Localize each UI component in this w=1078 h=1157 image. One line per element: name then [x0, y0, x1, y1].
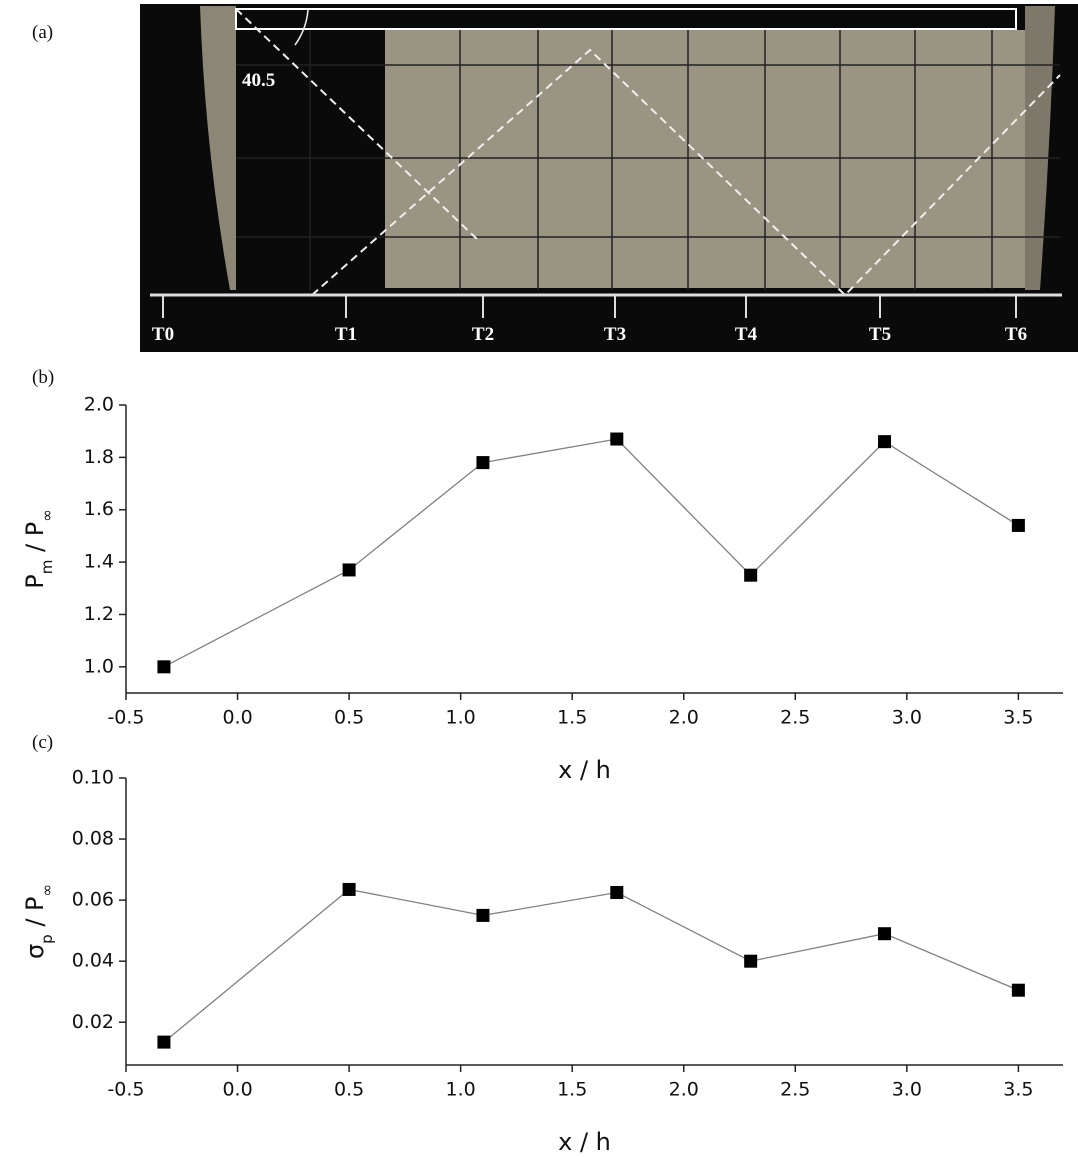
angle-label: 40.5 — [242, 70, 275, 91]
window-right — [1025, 6, 1055, 290]
model-outline — [235, 8, 1017, 30]
shock-line — [235, 8, 479, 241]
y-axis-label: Pm / P∞ — [21, 509, 56, 588]
y-axis-label: σp / P∞ — [21, 884, 56, 959]
x-axis-label: x / h — [558, 1128, 611, 1156]
data-point — [878, 435, 892, 449]
x-tick-label: 2.0 — [669, 707, 699, 729]
data-point — [1011, 518, 1025, 532]
x-tick-label: 1.0 — [446, 1079, 476, 1101]
y-tick-label: 0.08 — [72, 828, 114, 850]
data-point — [476, 908, 490, 922]
angle-arc — [294, 9, 309, 46]
panel-label: (c) — [32, 732, 53, 753]
tap-label: T6 — [1005, 324, 1027, 345]
y-label-subscript: ∞ — [38, 884, 56, 897]
y-tick-label: 1.8 — [84, 446, 114, 468]
x-tick-label: 3.5 — [1003, 707, 1033, 729]
data-point — [157, 1035, 171, 1049]
y-tick-label: 1.6 — [84, 498, 114, 520]
x-tick-label: 0.0 — [222, 1079, 252, 1101]
grid-overlay — [236, 30, 1060, 290]
panel-label: (b) — [32, 367, 54, 388]
data-point — [342, 882, 356, 896]
tap-label: T3 — [604, 324, 626, 345]
window-bright — [385, 30, 1025, 288]
tap-label: T5 — [869, 324, 891, 345]
tap-label: T1 — [335, 324, 357, 345]
x-tick-label: 3.0 — [892, 1079, 922, 1101]
data-point — [744, 954, 758, 968]
data-point — [878, 927, 892, 941]
panel-label: (a) — [32, 22, 53, 43]
tap-label: T0 — [152, 324, 174, 345]
y-tick-label: 0.04 — [72, 950, 114, 972]
data-point — [476, 456, 490, 470]
y-label-text: / P — [21, 896, 49, 934]
x-tick-label: 0.5 — [334, 1079, 364, 1101]
data-line — [163, 438, 1019, 668]
y-tick-label: 0.06 — [72, 889, 114, 911]
tap-label: T2 — [472, 324, 494, 345]
x-tick-label: 2.5 — [780, 1079, 810, 1101]
x-axis-label: x / h — [558, 756, 611, 784]
x-tick-label: 2.0 — [669, 1079, 699, 1101]
photo: 40.5 T0 T1 T2 T3 T4 T5 T6 — [140, 4, 1078, 352]
data-line — [163, 888, 1019, 1043]
x-tick-label: -0.5 — [107, 707, 144, 729]
y-tick-label: 1.4 — [84, 551, 114, 573]
y-label-text: P — [21, 574, 49, 588]
x-tick-label: -0.5 — [107, 1079, 144, 1101]
x-tick-label: 1.0 — [446, 707, 476, 729]
charts: 1.0 1.2 1.4 1.6 1.8 2.0 -0.5 0.0 0.5 1.0 1.5 2.0 2.5… — [21, 394, 1063, 1156]
y-tick-label: 0.02 — [72, 1011, 114, 1033]
y-tick-label: 1.0 — [84, 655, 114, 677]
x-tick-label: 0.0 — [222, 707, 252, 729]
reflected-shock — [311, 48, 1061, 297]
x-tick-label: 1.5 — [557, 707, 587, 729]
y-tick-label: 0.10 — [72, 767, 114, 789]
window-left — [200, 6, 236, 290]
y-label-text: / P — [21, 522, 49, 560]
tap-label: T4 — [735, 324, 758, 345]
chart: 1.0 1.2 1.4 1.6 1.8 2.0 -0.5 0.0 0.5 1.0 1.5 2.0 2.5… — [21, 394, 1063, 784]
data-point — [610, 432, 624, 446]
x-tick-label: 0.5 — [334, 707, 364, 729]
x-tick-label: 1.5 — [557, 1079, 587, 1101]
x-tick-label: 3.0 — [892, 707, 922, 729]
tap-group: T0 T1 T2 T3 T4 T5 T6 — [152, 295, 1027, 345]
data-point — [744, 568, 758, 582]
y-label-text: σ — [21, 944, 49, 959]
x-tick-label: 2.5 — [780, 707, 810, 729]
y-label-subscript: m — [38, 560, 56, 575]
y-label-subscript: p — [38, 934, 56, 944]
y-label-subscript: ∞ — [38, 509, 56, 522]
x-tick-label: 3.5 — [1003, 1079, 1033, 1101]
data-point — [1011, 983, 1025, 997]
y-tick-label: 2.0 — [84, 394, 114, 416]
chart: 0.02 0.04 0.06 0.08 0.10 -0.5 0.0 0.5 1.0 1.5 2.0 2… — [21, 767, 1063, 1156]
data-point — [610, 885, 624, 899]
y-tick-label: 1.2 — [84, 603, 114, 625]
data-point — [157, 660, 171, 674]
data-point — [342, 563, 356, 577]
